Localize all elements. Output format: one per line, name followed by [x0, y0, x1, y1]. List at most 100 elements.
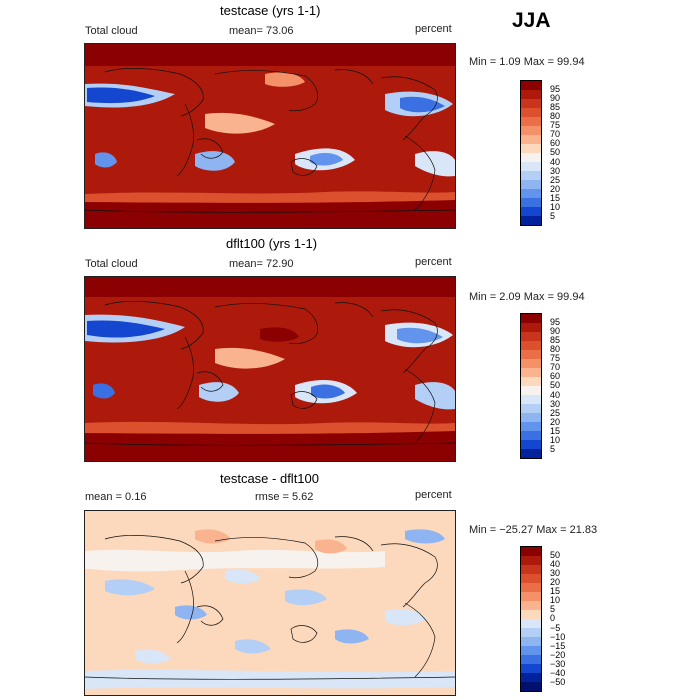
- cbar-1-tick-60: 60: [550, 138, 561, 149]
- panel-1-contour-field: [85, 44, 455, 228]
- colorbar-swatch: [521, 547, 541, 557]
- panel-3-contour-field: [85, 511, 455, 695]
- panel-2-variable-label: Total cloud: [85, 258, 138, 270]
- cbar-2-tick-95: 95: [550, 316, 561, 327]
- colorbar-swatch: [521, 180, 541, 190]
- colorbar-swatch: [521, 646, 541, 656]
- colorbar-swatch: [521, 431, 541, 441]
- cbar-3-tick-minus5: −5: [550, 622, 561, 633]
- colorbar-swatch: [521, 135, 541, 145]
- cbar-1-tick-95: 95: [550, 83, 561, 94]
- colorbar-swatch: [521, 395, 541, 405]
- panel-2-colorbar: [520, 313, 542, 459]
- cbar-1-tick-15: 15: [550, 193, 561, 203]
- colorbar-swatch: [521, 368, 541, 378]
- colorbar-swatch: [521, 682, 541, 691]
- colorbar-swatch: [521, 216, 541, 225]
- colorbar-swatch: [521, 171, 541, 181]
- cbar-3-tick-40: 40: [550, 558, 561, 569]
- colorbar-swatch: [521, 404, 541, 414]
- cbar-2-tick-60: 60: [550, 371, 561, 382]
- panel-2-title: dflt100 (yrs 1-1): [226, 236, 318, 251]
- cbar-3-tick-minus20: −20: [550, 649, 566, 660]
- cbar-2-tick-80: 80: [550, 343, 561, 354]
- cbar-3-tick-20: 20: [550, 576, 561, 587]
- colorbar-swatch: [521, 628, 541, 638]
- cbar-3-tick-50: 50: [550, 549, 561, 560]
- panel-3-rmse-label: rmse = 5.62: [255, 491, 314, 503]
- season-label: JJA: [512, 9, 551, 32]
- cbar-3-tick-minus40: −40: [550, 668, 566, 679]
- colorbar-swatch: [521, 144, 541, 154]
- panel-1-title: testcase (yrs 1-1): [220, 3, 321, 18]
- colorbar-swatch: [521, 422, 541, 432]
- colorbar-swatch: [521, 350, 541, 360]
- colorbar-swatch: [521, 189, 541, 199]
- cbar-3-tick-minus50: −50: [550, 677, 566, 688]
- colorbar-swatch: [521, 664, 541, 674]
- panel-2-minmax-label: Min = 2.09 Max = 99.94: [469, 291, 585, 303]
- cbar-1-tick-20: 20: [550, 183, 561, 194]
- colorbar-swatch: [521, 332, 541, 342]
- cbar-1-tick-25: 25: [550, 174, 561, 185]
- colorbar-swatch: [521, 610, 541, 620]
- panel-2-units-label: percent: [415, 256, 452, 268]
- colorbar-swatch: [521, 449, 541, 458]
- cbar-3-tick-5: 5: [550, 604, 556, 615]
- cbar-1-tick-80: 80: [550, 110, 561, 121]
- cbar-3-tick-minus30: −30: [550, 659, 566, 669]
- colorbar-swatch: [521, 637, 541, 647]
- colorbar-swatch: [521, 153, 541, 163]
- cbar-1-tick-75: 75: [550, 120, 561, 130]
- cbar-1-tick-40: 40: [550, 156, 561, 167]
- cbar-1-tick-10: 10: [550, 202, 561, 213]
- colorbar-swatch: [521, 601, 541, 611]
- cbar-2-tick-40: 40: [550, 389, 561, 400]
- colorbar-swatch: [521, 117, 541, 127]
- colorbar-swatch: [521, 592, 541, 602]
- cbar-2-tick-70: 70: [550, 362, 561, 373]
- panel-3-colorbar: [520, 546, 542, 692]
- colorbar-swatch: [521, 108, 541, 118]
- cbar-3-tick-0: 0: [550, 613, 556, 624]
- cbar-1-tick-50: 50: [550, 147, 561, 158]
- colorbar-swatch: [521, 574, 541, 584]
- panel-3-minmax-label: Min = −25.27 Max = 21.83: [469, 524, 598, 536]
- colorbar-swatch: [521, 386, 541, 396]
- cbar-3-tick-15: 15: [550, 586, 561, 596]
- panel-3-colorbar-swatches: [521, 547, 541, 691]
- cbar-3-tick-minus15: −15: [550, 640, 566, 651]
- colorbar-swatch: [521, 440, 541, 450]
- cbar-2-tick-20: 20: [550, 416, 561, 427]
- panel-2-colorbar-swatches: [521, 314, 541, 458]
- cbar-2-tick-15: 15: [550, 426, 561, 436]
- colorbar-swatch: [521, 323, 541, 333]
- cbar-1-tick-90: 90: [550, 92, 561, 103]
- colorbar-swatch: [521, 341, 541, 351]
- panel-3-map: [84, 510, 456, 696]
- colorbar-swatch: [521, 619, 541, 629]
- panel-1-map: [84, 43, 456, 229]
- panel-2-map: [84, 276, 456, 462]
- cbar-1-tick-70: 70: [550, 129, 561, 140]
- colorbar-swatch: [521, 126, 541, 136]
- panel-1-units-label: percent: [415, 23, 452, 35]
- colorbar-swatch: [521, 162, 541, 172]
- colorbar-swatch: [521, 99, 541, 109]
- colorbar-swatch: [521, 198, 541, 208]
- panel-1-colorbar-swatches: [521, 81, 541, 225]
- cbar-2-tick-75: 75: [550, 353, 561, 363]
- cbar-3-tick-30: 30: [550, 567, 561, 578]
- colorbar-swatch: [521, 583, 541, 593]
- colorbar-swatch: [521, 565, 541, 575]
- colorbar-swatch: [521, 556, 541, 566]
- panel-3-mean-label: mean = 0.16: [85, 491, 147, 503]
- cbar-1-tick-85: 85: [550, 101, 561, 112]
- cbar-2-tick-85: 85: [550, 334, 561, 345]
- cbar-2-tick-10: 10: [550, 435, 561, 446]
- colorbar-swatch: [521, 207, 541, 217]
- colorbar-swatch: [521, 413, 541, 423]
- colorbar-swatch: [521, 359, 541, 369]
- colorbar-swatch: [521, 673, 541, 683]
- panel-1-mean-label: mean= 73.06: [229, 25, 294, 37]
